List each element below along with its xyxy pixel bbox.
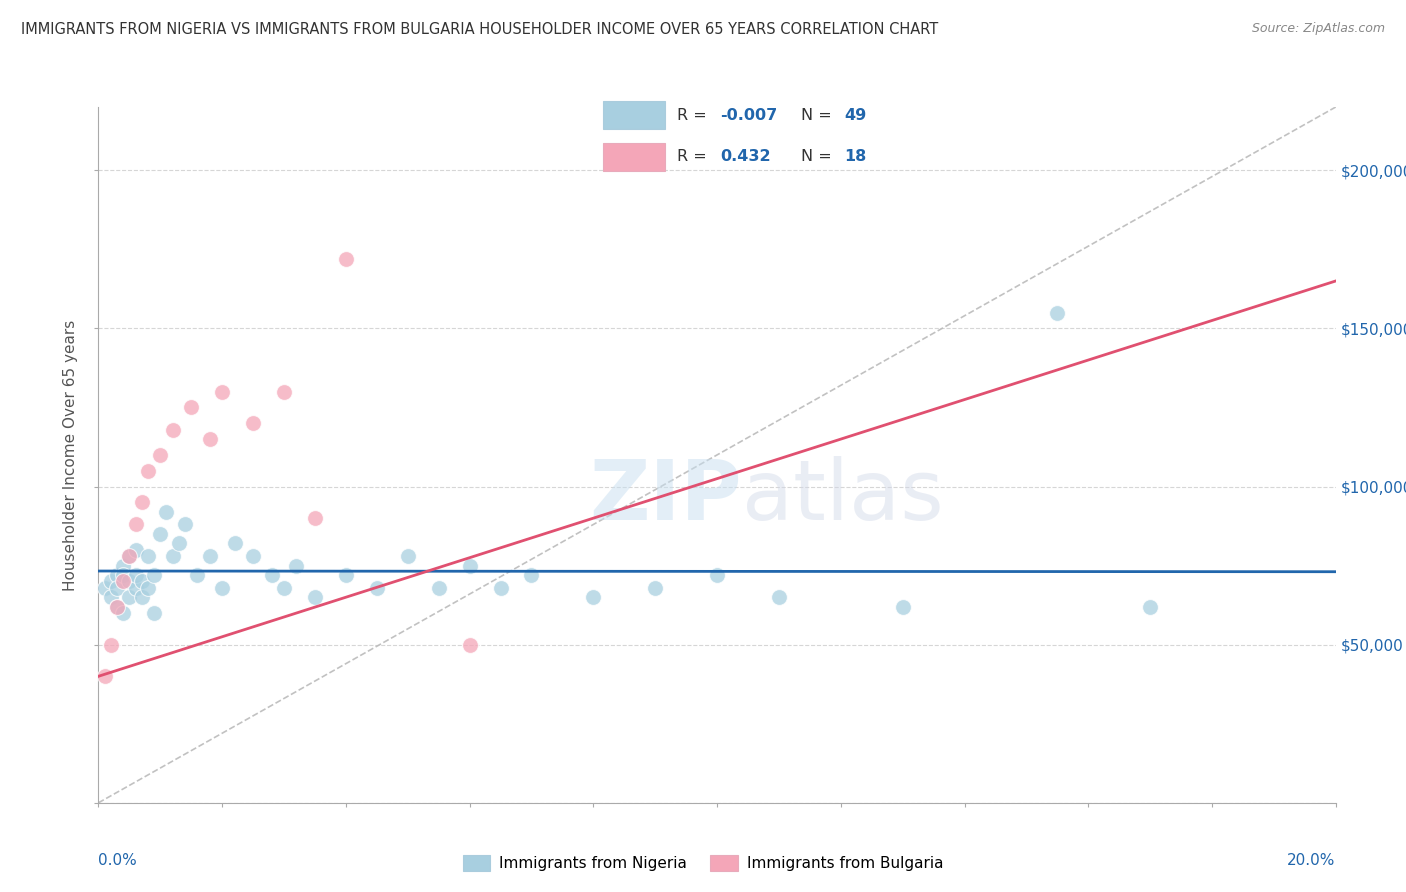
Point (155, 505, 177, 519)
Point (273, 581, 295, 595)
Point (162, 549, 184, 563)
Text: R =: R = (678, 149, 711, 164)
Point (124, 542, 146, 557)
Point (112, 568, 135, 582)
Point (124, 568, 146, 582)
Point (131, 591, 153, 605)
Point (335, 568, 357, 582)
Text: 49: 49 (844, 108, 866, 123)
Point (93, 581, 115, 595)
Point (458, 638, 481, 652)
Point (105, 599, 128, 614)
Text: N =: N = (801, 149, 837, 164)
Point (335, 252, 357, 266)
Point (124, 581, 146, 595)
Point (131, 574, 153, 589)
Point (100, 638, 122, 652)
Point (118, 591, 141, 605)
Point (224, 536, 246, 550)
Text: IMMIGRANTS FROM NIGERIA VS IMMIGRANTS FROM BULGARIA HOUSEHOLDER INCOME OVER 65 Y: IMMIGRANTS FROM NIGERIA VS IMMIGRANTS FR… (21, 22, 938, 37)
Text: R =: R = (678, 108, 711, 123)
Point (520, 568, 543, 582)
Point (136, 549, 159, 563)
Point (112, 574, 135, 589)
Point (304, 511, 326, 525)
Point (273, 384, 295, 399)
Point (149, 527, 172, 541)
Text: 18: 18 (844, 149, 866, 164)
Point (174, 517, 197, 532)
Point (93, 669, 115, 683)
Text: 0.432: 0.432 (720, 149, 770, 164)
Point (162, 423, 184, 437)
Point (427, 581, 450, 595)
Point (143, 606, 166, 620)
Point (124, 517, 146, 532)
Y-axis label: Householder Income Over 65 years: Householder Income Over 65 years (63, 319, 79, 591)
Bar (603, 143, 665, 170)
Bar (603, 102, 665, 129)
Point (260, 568, 283, 582)
Point (211, 581, 233, 595)
Point (644, 581, 666, 595)
Point (180, 401, 202, 415)
Point (706, 568, 728, 582)
Point (105, 599, 128, 614)
Point (118, 549, 141, 563)
Point (242, 549, 264, 563)
Point (285, 558, 308, 573)
Point (242, 417, 264, 431)
Text: N =: N = (801, 108, 837, 123)
Point (1139, 599, 1161, 614)
Point (582, 591, 605, 605)
Text: 20.0%: 20.0% (1288, 854, 1336, 869)
Text: atlas: atlas (742, 456, 943, 537)
Point (118, 574, 141, 589)
Point (131, 495, 153, 509)
Point (100, 574, 122, 589)
Point (198, 549, 221, 563)
Point (112, 558, 135, 573)
Text: ZIP: ZIP (589, 456, 742, 537)
Point (136, 581, 159, 595)
Point (304, 591, 326, 605)
Point (366, 581, 388, 595)
Point (118, 549, 141, 563)
Point (891, 599, 914, 614)
Point (112, 606, 135, 620)
Point (186, 568, 208, 582)
Point (198, 432, 221, 446)
Text: -0.007: -0.007 (720, 108, 778, 123)
Legend: Immigrants from Nigeria, Immigrants from Bulgaria: Immigrants from Nigeria, Immigrants from… (457, 849, 949, 877)
Point (167, 536, 190, 550)
Point (211, 384, 233, 399)
Point (1046, 305, 1069, 319)
Point (149, 448, 172, 462)
Point (100, 591, 122, 605)
Point (136, 464, 159, 478)
Point (489, 581, 512, 595)
Point (458, 558, 481, 573)
Point (105, 568, 128, 582)
Point (105, 581, 128, 595)
Point (143, 568, 166, 582)
Point (768, 591, 790, 605)
Point (396, 549, 419, 563)
Text: 0.0%: 0.0% (98, 854, 138, 869)
Text: Source: ZipAtlas.com: Source: ZipAtlas.com (1251, 22, 1385, 36)
